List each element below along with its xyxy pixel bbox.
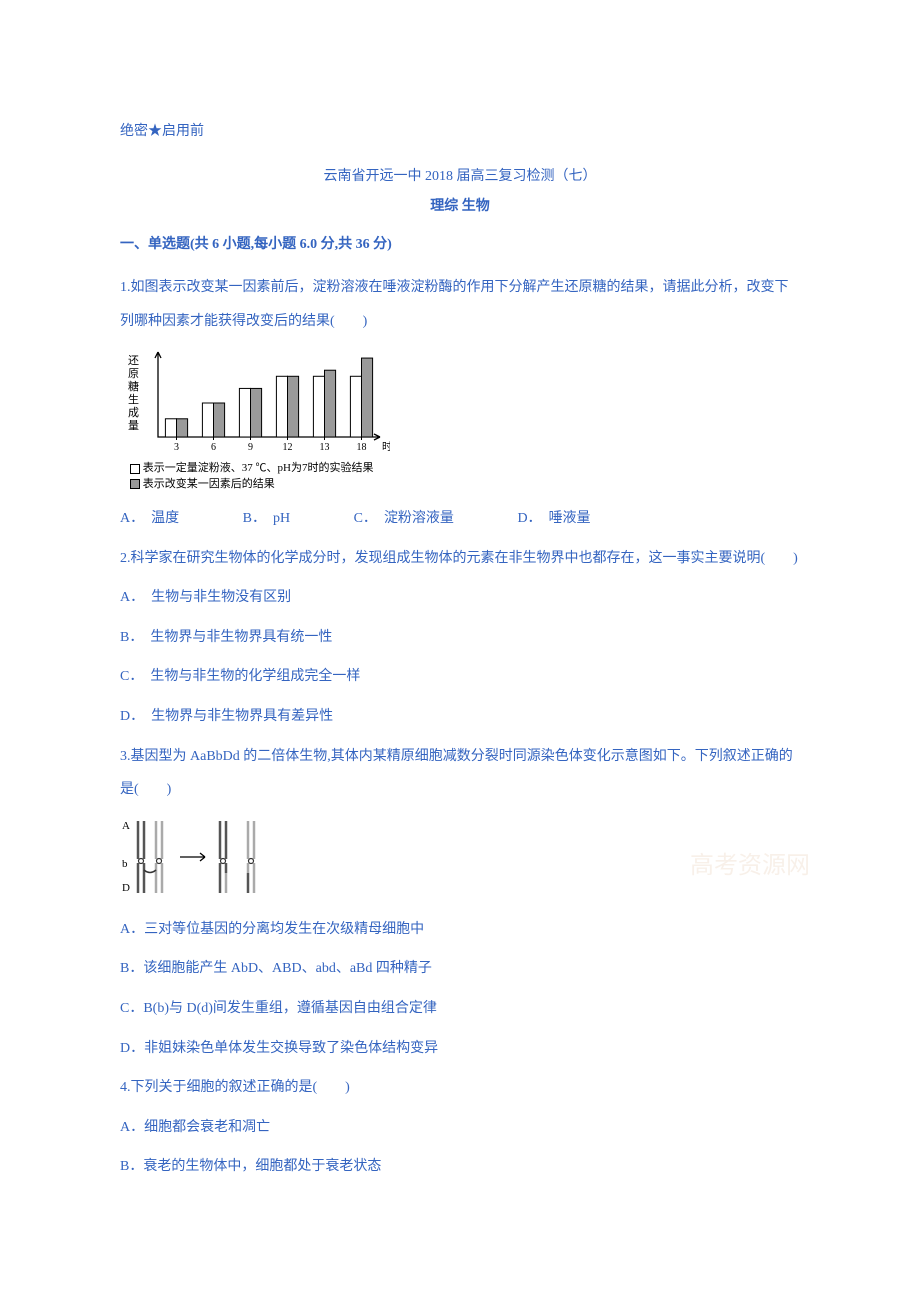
svg-text:9: 9 (248, 442, 253, 453)
chart-legend: 表示一定量淀粉液、37 ℃、pH为7时的实验结果 表示改变某一因素后的结果 (130, 461, 800, 492)
chromosome-svg: A b D (120, 815, 300, 900)
svg-text:原: 原 (128, 368, 139, 380)
q3-option-d: D．非姐妹染色单体发生交换导致了染色体结构变异 (120, 1032, 800, 1066)
q3-option-c: C．B(b)与 D(d)间发生重组，遵循基因自由组合定律 (120, 992, 800, 1026)
question-1-chart: 还原糖生成量 3 6 9 12 13 18 时间/分 表示一定量淀粉液、37 ℃、pH为7时的… (120, 344, 800, 492)
q1-option-d: D． 唾液量 (517, 502, 590, 536)
q1-option-b: B． pH (243, 502, 290, 536)
confidential-mark: 绝密★启用前 (120, 120, 800, 140)
svg-text:A: A (122, 820, 130, 832)
svg-text:时间/分: 时间/分 (382, 440, 390, 453)
q4-option-a: A．细胞都会衰老和凋亡 (120, 1111, 800, 1145)
q3-option-b: B．该细胞能产生 AbD、ABD、abd、aBd 四种精子 (120, 952, 800, 986)
bar-chart-svg: 还原糖生成量 3 6 9 12 13 18 时间/分 (120, 344, 390, 459)
exam-title: 云南省开远一中 2018 届高三复习检测（七） (120, 165, 800, 185)
question-3-text: 3.基因型为 AaBbDd 的二倍体生物,其体内某精原细胞减数分裂时同源染色体变… (120, 740, 800, 807)
svg-text:12: 12 (283, 442, 293, 453)
question-2-text: 2.科学家在研究生物体的化学成分时，发现组成生物体的元素在非生物界中也都存在，这… (120, 542, 800, 576)
legend-box-1 (130, 464, 140, 474)
q2-option-a: A． 生物与非生物没有区别 (120, 581, 800, 615)
svg-text:量: 量 (128, 419, 139, 432)
q4-option-b: B．衰老的生物体中，细胞都处于衰老状态 (120, 1150, 800, 1184)
chromosome-diagram: A b D (120, 815, 800, 905)
question-1-text: 1.如图表示改变某一因素前后，淀粉溶液在唾液淀粉酶的作用下分解产生还原糖的结果，… (120, 271, 800, 338)
svg-text:成: 成 (128, 406, 139, 419)
svg-text:3: 3 (174, 442, 179, 453)
q1-option-a: A． 温度 (120, 502, 179, 536)
legend-label-2: 表示改变某一因素后的结果 (143, 478, 275, 490)
svg-text:糖: 糖 (128, 379, 139, 393)
svg-text:18: 18 (357, 442, 367, 453)
svg-text:b: b (122, 858, 128, 870)
svg-text:D: D (122, 882, 130, 894)
svg-text:生: 生 (128, 392, 139, 406)
svg-text:6: 6 (211, 442, 216, 453)
svg-text:还: 还 (128, 354, 139, 367)
svg-text:13: 13 (320, 442, 330, 453)
question-1-options: A． 温度 B． pH C． 淀粉溶液量 D． 唾液量 (120, 502, 800, 536)
section-1-title: 一、单选题(共 6 小题,每小题 6.0 分,共 36 分) (120, 233, 800, 253)
legend-box-2 (130, 479, 140, 489)
q2-option-d: D． 生物界与非生物界具有差异性 (120, 700, 800, 734)
q3-option-a: A．三对等位基因的分离均发生在次级精母细胞中 (120, 913, 800, 947)
question-4-text: 4.下列关于细胞的叙述正确的是( ) (120, 1071, 800, 1105)
exam-subtitle: 理综 生物 (120, 195, 800, 215)
q1-option-c: C． 淀粉溶液量 (354, 502, 454, 536)
legend-label-1: 表示一定量淀粉液、37 ℃、pH为7时的实验结果 (143, 462, 374, 474)
q2-option-b: B． 生物界与非生物界具有统一性 (120, 621, 800, 655)
q2-option-c: C． 生物与非生物的化学组成完全一样 (120, 660, 800, 694)
